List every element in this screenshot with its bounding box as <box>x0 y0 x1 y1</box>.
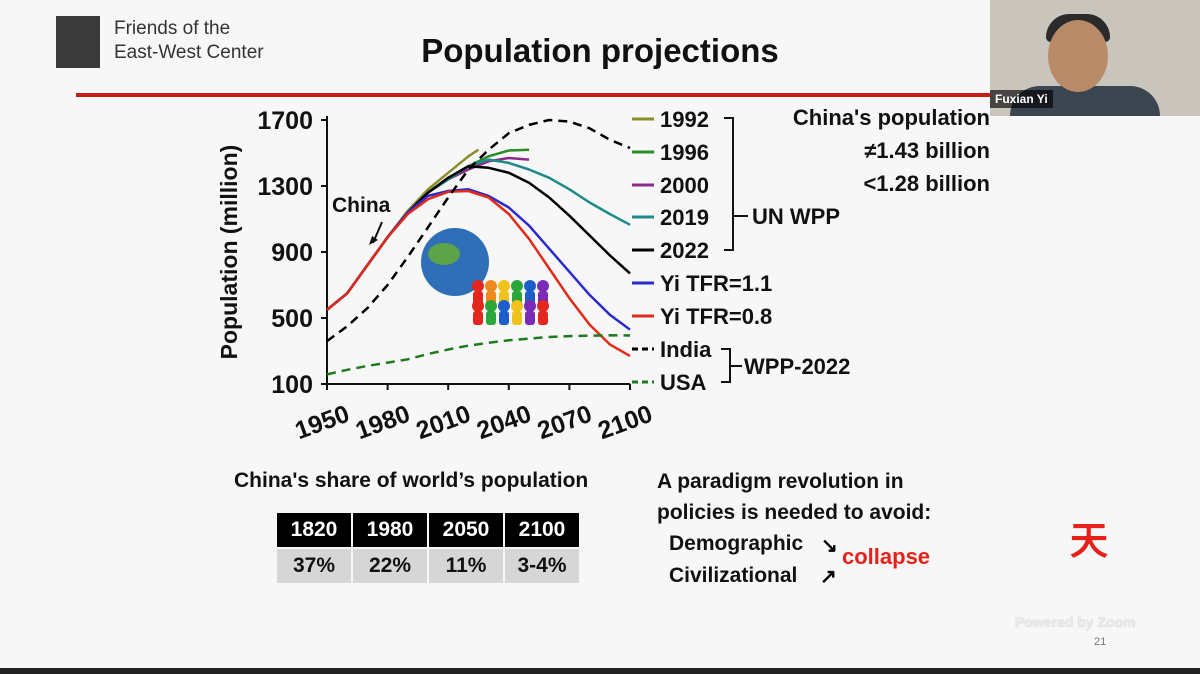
figurine-head <box>498 280 510 292</box>
share-value-cell: 22% <box>353 549 427 583</box>
share-year-cell: 2100 <box>505 513 579 547</box>
organization-name: Friends of the East-West Center <box>114 17 264 65</box>
slide-title: Population projections <box>421 32 779 69</box>
powered-by-zoom: Powered by Zoom <box>1015 614 1136 630</box>
x-tick-label: 2070 <box>534 400 596 445</box>
paradigm-text: A paradigm revolution in policies is nee… <box>657 466 931 528</box>
series-line-yi-tfr-0-8 <box>326 189 631 357</box>
legend-label-yi-tfr-0-8: Yi TFR=0.8 <box>660 304 772 329</box>
legend-label-usa: USA <box>660 370 707 395</box>
china-population-note-lt: <1.28 billion <box>863 171 990 196</box>
figurine-head <box>472 280 484 292</box>
legend-label-1996: 1996 <box>660 140 709 165</box>
figurine-head <box>524 280 536 292</box>
figurine-head <box>511 300 523 312</box>
globe-land-shape <box>428 243 460 265</box>
population-chart: 100 500 900 1300 1700 19501980201020402070210… <box>216 105 990 445</box>
x-tick-label: 1980 <box>352 400 414 445</box>
collapse-label: collapse <box>842 544 931 569</box>
wpp-2022-label: WPP-2022 <box>744 354 850 379</box>
figurine-head <box>498 300 510 312</box>
figurine-head <box>537 300 549 312</box>
china-population-note-title: China's population <box>793 105 990 130</box>
figurine-body <box>525 311 535 325</box>
seal-mark: 天 <box>1070 521 1109 563</box>
share-year-cell: 1820 <box>277 513 351 547</box>
figurine-body <box>512 311 522 325</box>
figurine-body <box>499 311 509 325</box>
legend-label-2000: 2000 <box>660 173 709 198</box>
share-table-header-row: 1820 1980 2050 2100 <box>277 513 579 547</box>
wpp-2022-bracket <box>721 348 731 383</box>
share-year-cell: 2050 <box>429 513 503 547</box>
y-tick-label: 1300 <box>257 173 313 201</box>
org-line-2: East-West Center <box>114 42 264 63</box>
y-tick-label: 1700 <box>257 107 313 135</box>
figurine-body <box>538 311 548 325</box>
legend-label-india: India <box>660 337 712 362</box>
legend-label-yi-tfr-1-1: Yi TFR=1.1 <box>660 271 772 296</box>
share-value-cell: 3-4% <box>505 549 579 583</box>
china-population-note-neq: ≠1.43 billion <box>864 138 990 163</box>
un-wpp-bracket <box>724 117 734 251</box>
paradigm-line-2: policies is needed to avoid: <box>657 501 932 524</box>
share-value-cell: 11% <box>429 549 503 583</box>
figurine-head <box>511 280 523 292</box>
figurine-head <box>537 280 549 292</box>
figurine-body <box>473 311 483 325</box>
bottom-bar <box>0 668 1200 674</box>
x-tick-label: 1950 <box>291 400 353 445</box>
figurine-head <box>485 300 497 312</box>
china-annotation: China <box>332 194 391 217</box>
y-tick-label: 900 <box>271 239 313 267</box>
series-line-india <box>326 118 631 343</box>
speaker-name-label: Fuxian Yi <box>990 90 1053 108</box>
speaker-video-tile[interactable]: Fuxian Yi <box>990 0 1200 116</box>
un-wpp-label: UN WPP <box>752 204 840 229</box>
share-value-cell: 37% <box>277 549 351 583</box>
arrow-down-right-icon: ↘ <box>821 535 838 557</box>
y-tick-label: 100 <box>271 371 313 399</box>
legend-label-2019: 2019 <box>660 205 709 230</box>
legend-label-1992: 1992 <box>660 107 709 132</box>
org-line-1: Friends of the <box>114 18 231 39</box>
y-axis-label: Population (million) <box>216 145 242 360</box>
demographic-label: Demographic <box>669 532 804 555</box>
x-tick-label: 2100 <box>594 400 656 445</box>
speaker-face <box>1048 20 1108 92</box>
share-table-value-row: 37% 22% 11% 3-4% <box>277 549 579 583</box>
figurine-head <box>524 300 536 312</box>
y-tick-label: 500 <box>271 305 313 333</box>
legend-label-2022: 2022 <box>660 238 709 263</box>
figurine-head <box>472 300 484 312</box>
east-west-center-logo <box>56 16 100 68</box>
arrow-up-right-icon: ↗ <box>820 566 837 588</box>
share-table: 1820 1980 2050 2100 37% 22% 11% 3-4% <box>275 511 581 585</box>
x-tick-label: 2040 <box>473 400 535 445</box>
figurine-head <box>485 280 497 292</box>
share-year-cell: 1980 <box>353 513 427 547</box>
paradigm-line-1: A paradigm revolution in <box>657 470 904 493</box>
civilizational-label: Civilizational <box>669 564 798 587</box>
figurine-body <box>486 311 496 325</box>
series-line-usa <box>326 334 631 376</box>
page-number: 21 <box>1094 636 1107 648</box>
share-table-title: China's share of world’s population <box>234 469 589 492</box>
china-annotation-arrowhead <box>369 236 378 245</box>
title-divider <box>76 93 1016 97</box>
x-tick-label: 2010 <box>413 400 475 445</box>
